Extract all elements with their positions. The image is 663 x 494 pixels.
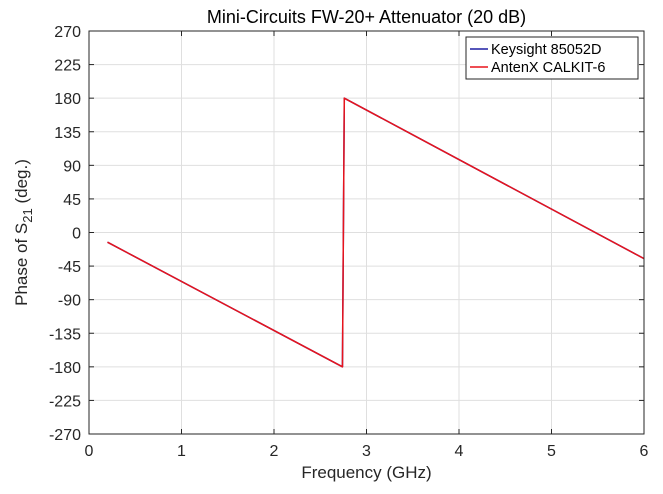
y-tick-label: -225 — [49, 393, 81, 410]
x-tick-label: 6 — [640, 443, 649, 460]
legend-box — [465, 36, 639, 80]
series-line-antenx — [107, 97, 645, 368]
x-axis-label: Frequency (GHz) — [301, 463, 431, 482]
legend: Keysight 85052D AntenX CALKIT-6 — [465, 36, 639, 80]
legend-entry-keysight: Keysight 85052D — [491, 42, 601, 58]
y-tick-label: -45 — [58, 259, 81, 276]
y-tick-label: -135 — [49, 326, 81, 343]
x-tick-label: 2 — [270, 443, 279, 460]
y-axis-label: Phase of S21 (deg.) — [12, 159, 35, 306]
y-tick-labels: 270 225 180 135 90 45 0 -45 -90 -135 -180 -225 -270 — [49, 24, 81, 444]
x-tick-label: 5 — [547, 443, 556, 460]
y-axis-label-suffix: (deg.) — [12, 159, 31, 208]
x-tick-label: 4 — [455, 443, 464, 460]
y-tick-label: 0 — [72, 226, 81, 243]
legend-entry-antenx: AntenX CALKIT-6 — [491, 60, 605, 76]
tick-layer — [88, 30, 645, 435]
chart-title: Mini-Circuits FW-20+ Attenuator (20 dB) — [207, 7, 526, 27]
x-tick-labels: 0 1 2 3 4 5 6 — [85, 443, 649, 460]
y-tick-label: 270 — [54, 24, 81, 41]
y-tick-label: 225 — [54, 58, 81, 75]
y-tick-label: 45 — [63, 192, 81, 209]
y-tick-label: -270 — [49, 427, 81, 444]
x-tick-label: 3 — [362, 443, 371, 460]
x-tick-label: 1 — [177, 443, 186, 460]
y-axis-label-subscript: 21 — [20, 208, 35, 222]
x-tick-label: 0 — [85, 443, 94, 460]
y-tick-label: 180 — [54, 91, 81, 108]
y-tick-label: -180 — [49, 360, 81, 377]
y-tick-label: 90 — [63, 158, 81, 175]
y-tick-label: -90 — [58, 293, 81, 310]
y-tick-label: 135 — [54, 125, 81, 142]
series-layer — [107, 97, 645, 368]
y-axis-label-main: Phase of S — [12, 223, 31, 306]
